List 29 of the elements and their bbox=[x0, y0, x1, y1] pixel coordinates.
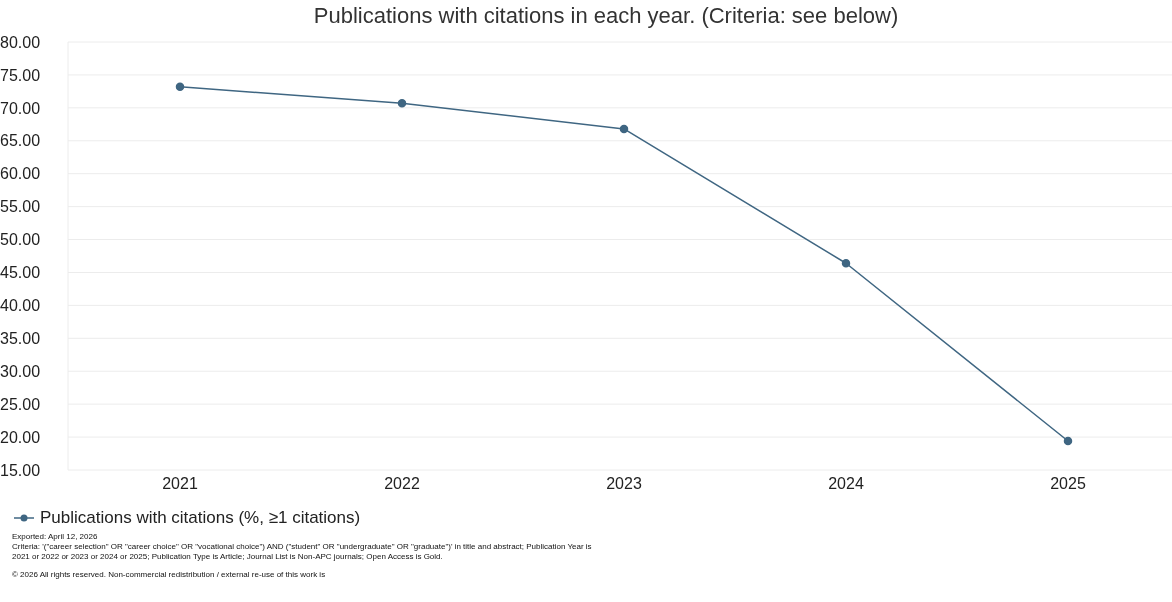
y-tick-label: 25.00 bbox=[0, 395, 41, 413]
point bbox=[397, 98, 407, 108]
y-tick-label: 80.00 bbox=[0, 33, 41, 51]
point bbox=[175, 82, 185, 92]
y-tick-label: 35.00 bbox=[0, 329, 41, 347]
y-tick-label: 45.00 bbox=[0, 264, 41, 282]
y-tick-label: 70.00 bbox=[0, 99, 41, 117]
y-tick-label: 75.00 bbox=[0, 66, 41, 84]
x-tick-label: 2024 bbox=[828, 475, 864, 493]
y-tick-label: 55.00 bbox=[0, 198, 41, 216]
y-tick-label: 60.00 bbox=[0, 165, 41, 183]
text: Exported: April 12, 2026 bbox=[12, 532, 99, 542]
chart-title: Publications with citations in each year. (Criteria: see below) bbox=[312, 2, 900, 30]
text: © 2026 All rights reserved. Non-commercial redistribution / external re-use of this work is bbox=[12, 570, 327, 580]
y-tick-label: 20.00 bbox=[0, 428, 41, 446]
x-tick-label: 2023 bbox=[606, 475, 642, 493]
y-tick-label: 65.00 bbox=[0, 132, 41, 150]
text: Criteria: '("career selection" OR "career choice" OR "vocational choice") AND ("student" OR "undergraduate" OR "graduate")' in title and abstract; Publication Year is 2021 or 2022 or 2023 or 2024 or 2025; Publication Type is Article; Journal List is Non-APC journals; Open Access is Gold. bbox=[12, 542, 592, 562]
x-tick-label: 2021 bbox=[162, 475, 198, 493]
y-tick-label: 15.00 bbox=[0, 461, 41, 479]
point bbox=[1063, 436, 1073, 446]
y-tick-label: 40.00 bbox=[0, 297, 41, 315]
x-tick-label: 2025 bbox=[1050, 475, 1086, 493]
legend-label: Publications with citations (%, ≥1 citations) bbox=[40, 508, 361, 528]
y-tick-label: 30.00 bbox=[0, 362, 41, 380]
y-tick-label: 50.00 bbox=[0, 231, 41, 249]
point bbox=[841, 258, 851, 268]
x-tick-label: 2022 bbox=[384, 475, 420, 493]
point bbox=[619, 124, 629, 134]
